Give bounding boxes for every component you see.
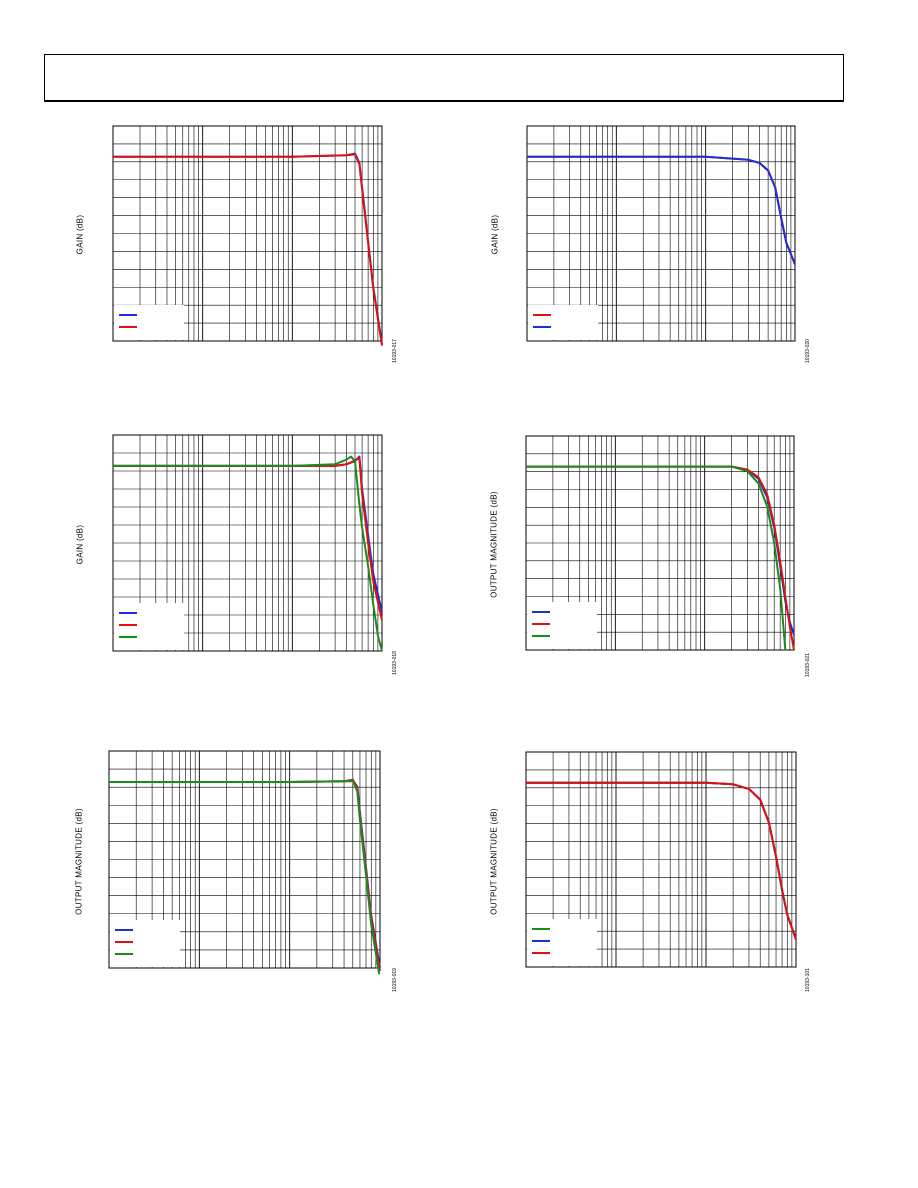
chart-svg — [525, 751, 797, 968]
chart-panel-4: OUTPUT MAGNITUDE (dB) 10193-021 — [485, 430, 825, 690]
legend-box — [110, 920, 180, 967]
series-line-2 — [113, 153, 383, 346]
figure-id: 10193-019 — [392, 968, 398, 992]
chart-svg — [526, 125, 796, 342]
page-header-box — [44, 54, 844, 102]
legend-box — [528, 305, 598, 340]
y-axis-label: OUTPUT MAGNITUDE (dB) — [489, 808, 499, 915]
legend-box — [527, 919, 597, 966]
chart-svg — [525, 435, 795, 651]
plot-frame — [112, 434, 383, 652]
series-line-2 — [527, 155, 796, 265]
plot-frame — [526, 125, 796, 342]
chart-panel-1: GAIN (dB) 10193-017 — [70, 120, 410, 380]
series-line-1 — [113, 455, 383, 613]
series-line-3 — [113, 455, 383, 652]
chart-svg — [112, 434, 383, 652]
legend — [527, 602, 597, 649]
series-line-3 — [109, 780, 381, 975]
chart-panel-2: GAIN (dB) 10193-020 — [485, 120, 825, 380]
y-axis-label: OUTPUT MAGNITUDE (dB) — [489, 491, 499, 598]
legend-box — [527, 602, 597, 649]
figure-id: 10193-017 — [392, 339, 398, 363]
legend — [527, 919, 597, 966]
chart-panel-6: OUTPUT MAGNITUDE (dB) 10193-101 — [485, 745, 825, 1010]
series-line-1 — [526, 781, 797, 940]
y-axis-label: GAIN (dB) — [490, 214, 500, 255]
figure-id: 10193-021 — [805, 653, 811, 677]
series-line-2 — [526, 781, 797, 940]
legend-box — [114, 603, 184, 650]
figure-id: 10193-101 — [805, 968, 811, 992]
figure-id: 10193-018 — [392, 651, 398, 675]
plot-frame — [525, 435, 795, 651]
plot-frame — [108, 750, 381, 969]
chart-panel-3: GAIN (dB) 10193-018 — [70, 430, 410, 690]
series-line-3 — [526, 781, 797, 940]
y-axis-label: GAIN (dB) — [75, 214, 85, 255]
series-line-2 — [113, 457, 383, 621]
legend-box — [114, 305, 184, 340]
plot-frame — [112, 125, 383, 342]
y-axis-label: OUTPUT MAGNITUDE (dB) — [74, 808, 84, 915]
grid — [112, 434, 382, 652]
chart-svg — [108, 750, 381, 975]
legend — [110, 920, 180, 967]
legend — [114, 603, 184, 650]
legend — [528, 305, 598, 340]
figure-id: 10193-020 — [805, 339, 811, 363]
chart-panel-5: OUTPUT MAGNITUDE (dB) 10193-019 — [70, 745, 410, 1010]
series-line-3 — [526, 465, 787, 651]
y-axis-label: GAIN (dB) — [75, 524, 85, 565]
series-line-1 — [527, 155, 796, 265]
chart-svg — [112, 125, 383, 346]
legend — [114, 305, 184, 340]
plot-frame — [525, 751, 797, 968]
